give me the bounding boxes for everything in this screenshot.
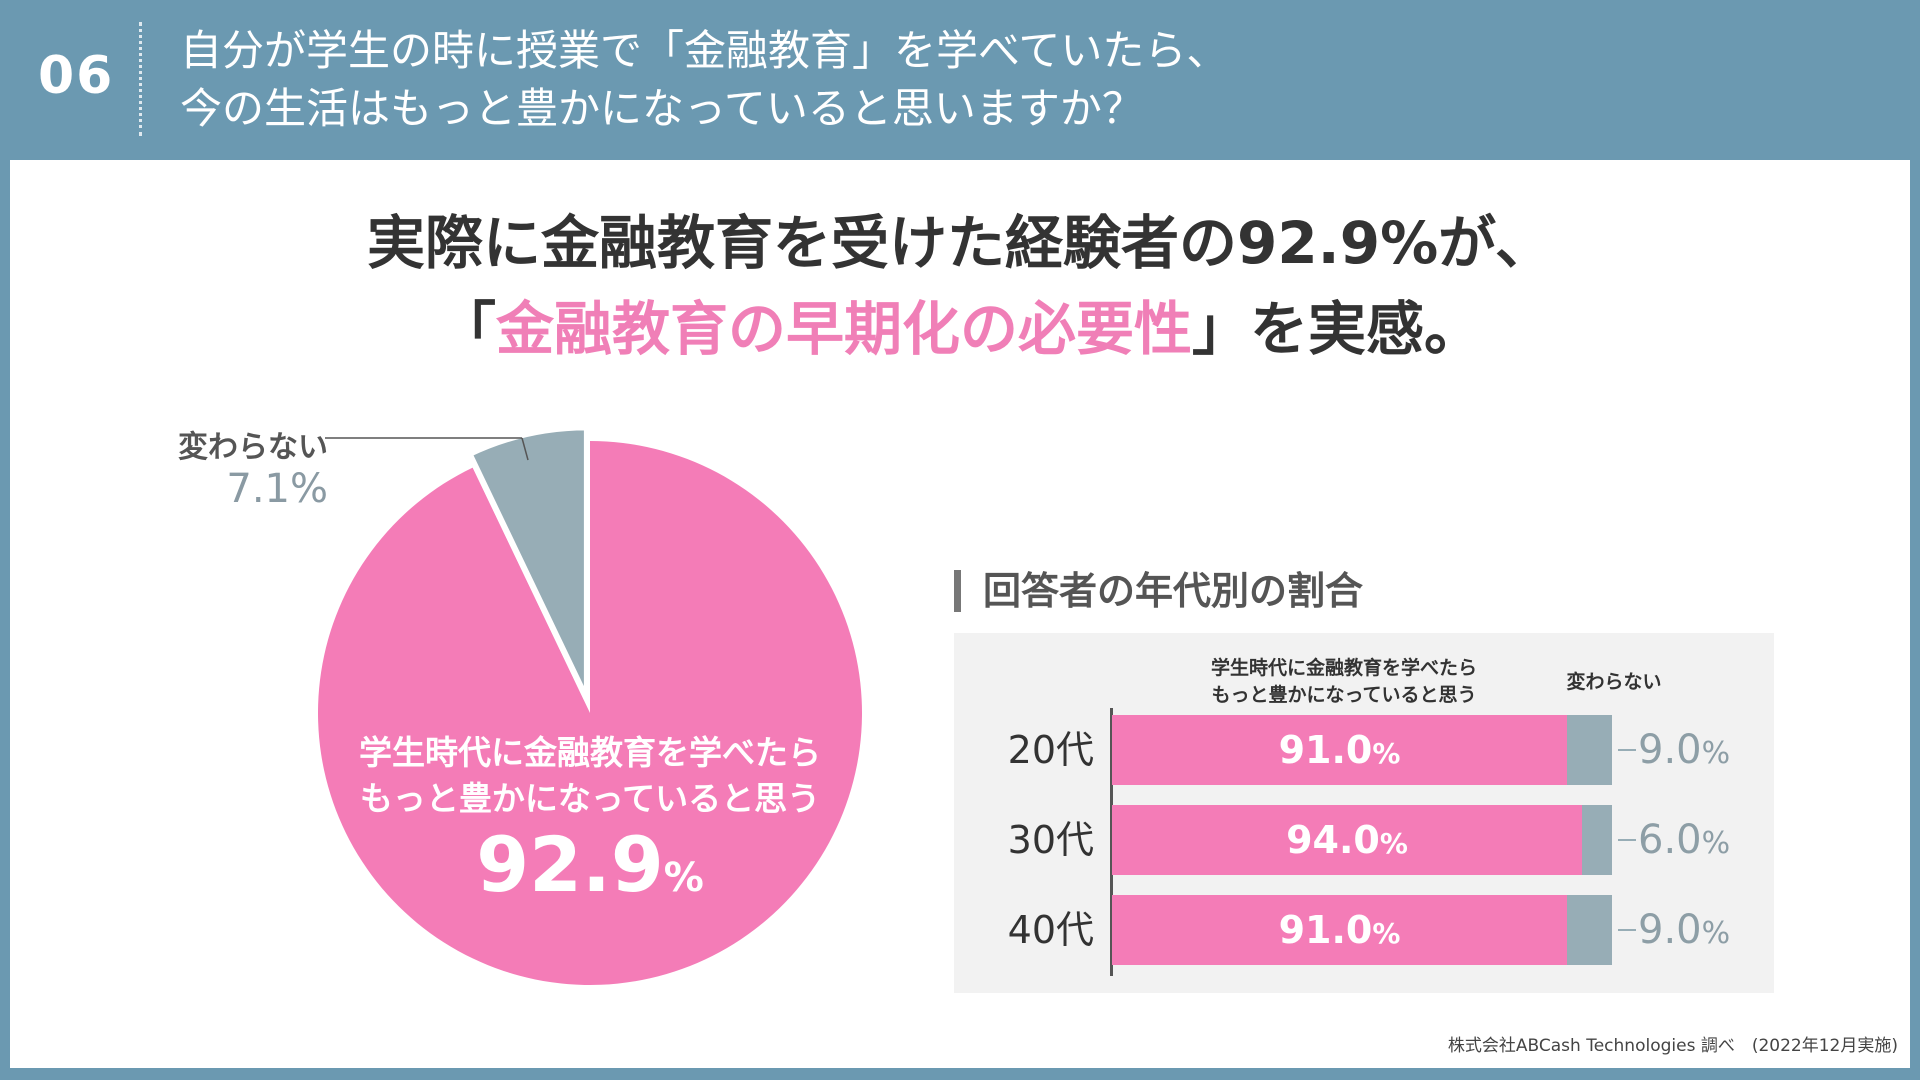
headline-highlight: 金融教育の早期化の必要性 — [495, 295, 1192, 363]
headline-line-1: 実際に金融教育を受けた経験者の92.9%が、 — [366, 209, 1554, 277]
legend-yes-line-2: もっと豊かになっていると思う — [1211, 684, 1477, 706]
bar-leader-tick — [1618, 749, 1636, 751]
bar-segment-yes: 91.0% — [1112, 715, 1567, 785]
bar-segment-yes: 91.0% — [1112, 895, 1567, 965]
bar-value-label-yes: 91.0 — [1278, 908, 1373, 952]
pie-main-value-number: 92.9 — [476, 820, 664, 909]
headline-line-2: 「金融教育の早期化の必要性」を実感。 — [10, 286, 1910, 372]
bar-category-label: 30代 — [1007, 818, 1094, 862]
bar-value-number-no: 9.0 — [1638, 727, 1702, 773]
pie-main-label-line-1: 学生時代に金融教育を学べたら — [359, 733, 821, 772]
pie-main-value: 92.9% — [290, 820, 890, 909]
bar-segment-no — [1567, 715, 1612, 785]
bar-value-number-no: 6.0 — [1638, 817, 1702, 863]
bar-category-label: 20代 — [1007, 728, 1094, 772]
source-note: 株式会社ABCash Technologies 調べ (2022年12月実施) — [1447, 1036, 1898, 1056]
bar-segment-no — [1567, 895, 1612, 965]
bar-value-unit: % — [1701, 916, 1731, 951]
bar-value-label-no: 9.0% — [1638, 715, 1730, 785]
bar-value-unit: % — [1372, 737, 1401, 770]
question-line-1: 自分が学生の時に授業で「金融教育」を学べていたら、 — [180, 26, 1229, 75]
bar-segment-yes: 94.0% — [1112, 805, 1582, 875]
legend-no: 変わらない — [1566, 671, 1662, 693]
bar-leader-tick — [1618, 929, 1636, 931]
headline-bracket-close: 」を実感。 — [1192, 295, 1483, 363]
pie-main-label: 学生時代に金融教育を学べたら もっと豊かになっていると思う — [290, 730, 890, 822]
pie-chart — [317, 424, 862, 985]
question-text: 自分が学生の時に授業で「金融教育」を学べていたら、 今の生活はもっと豊かになって… — [180, 22, 1780, 138]
bar-row: 20代 91.0% 9.0% — [954, 715, 1774, 785]
question-number: 06 — [38, 46, 115, 106]
bar-value-label-no: 9.0% — [1638, 895, 1730, 965]
annotation-leader-line-diagonal — [521, 437, 529, 461]
headline: 実際に金融教育を受けた経験者の92.9%が、 「金融教育の早期化の必要性」を実感… — [10, 200, 1910, 372]
headline-bracket-open: 「 — [437, 295, 496, 363]
bar-leader-tick — [1618, 839, 1636, 841]
header-divider — [139, 22, 142, 136]
question-header: 06 自分が学生の時に授業で「金融教育」を学べていたら、 今の生活はもっと豊かに… — [0, 0, 1920, 160]
pie-other-label: 変わらない — [178, 430, 328, 465]
bar-row: 40代 91.0% 9.0% — [954, 895, 1774, 965]
bar-chart-title: 回答者の年代別の割合 — [954, 570, 1483, 612]
bar-segment-no — [1582, 805, 1612, 875]
pie-slice-no — [465, 424, 590, 701]
bar-value-unit: % — [1372, 917, 1401, 950]
bar-value-label-no: 6.0% — [1638, 805, 1730, 875]
legend-yes-line-1: 学生時代に金融教育を学べたら — [1210, 657, 1477, 679]
legend-yes: 学生時代に金融教育を学べたら もっと豊かになっていると思う — [1184, 655, 1504, 709]
bar-chart: 学生時代に金融教育を学べたら もっと豊かになっていると思う 変わらない 20代 9… — [954, 633, 1774, 993]
bar-value-unit: % — [1701, 736, 1731, 771]
pie-other-value: 7.1% — [226, 466, 328, 512]
bar-value-label-yes: 91.0 — [1278, 728, 1373, 772]
pie-main-label-line-2: もっと豊かになっていると思う — [359, 779, 821, 818]
pie-slice-yes — [317, 441, 862, 985]
bar-value-number-no: 9.0 — [1638, 907, 1702, 953]
question-line-2: 今の生活はもっと豊かになっていると思いますか？ — [180, 84, 1144, 133]
bar-value-unit: % — [1701, 826, 1731, 861]
bar-axis — [1110, 708, 1113, 976]
bar-value-label-yes: 94.0 — [1286, 818, 1380, 862]
pie-main-value-unit: % — [663, 855, 704, 901]
content-panel: 実際に金融教育を受けた経験者の92.9%が、 「金融教育の早期化の必要性」を実感… — [10, 160, 1910, 1068]
bar-category-label: 40代 — [1007, 908, 1094, 952]
bar-row: 30代 94.0% 6.0% — [954, 805, 1774, 875]
bar-value-unit: % — [1379, 827, 1408, 860]
